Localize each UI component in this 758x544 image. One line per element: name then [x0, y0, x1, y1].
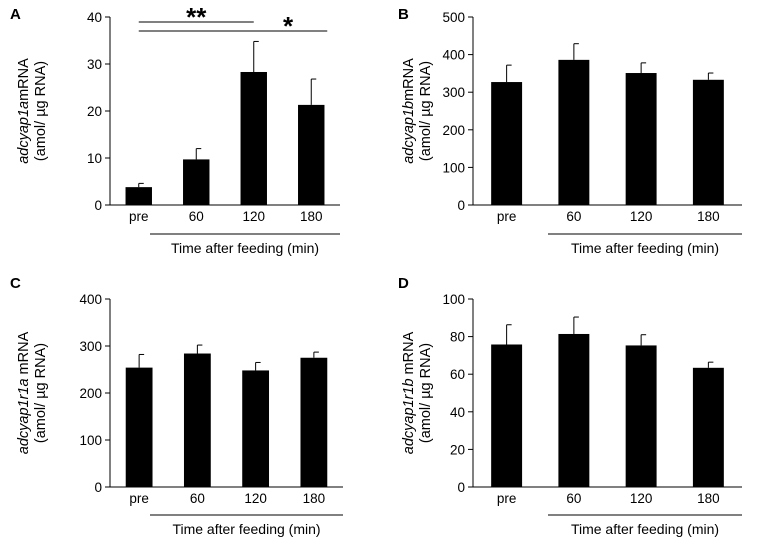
y-axis-units: (amol/ µg RNA) [33, 343, 49, 443]
y-tick-label: 20 [87, 104, 102, 119]
y-axis-suffix: mRNA [401, 58, 417, 101]
y-tick-label: 400 [442, 48, 465, 63]
y-tick-label: 400 [79, 292, 102, 307]
y-tick-label: 0 [94, 198, 102, 213]
bar [300, 357, 328, 487]
y-axis-suffix: mRNA [401, 331, 417, 378]
y-tick-label: 300 [442, 85, 465, 100]
x-tick-label: pre [497, 491, 517, 506]
y-axis-suffix: mRNA [16, 331, 32, 378]
bar [491, 344, 523, 487]
y-axis-title: adcyap1r1a mRNA(amol/ µg RNA) [16, 331, 49, 454]
x-tick-label: 180 [303, 491, 326, 506]
bar [558, 333, 590, 487]
x-tick-label: 120 [244, 491, 267, 506]
y-tick-label: 80 [450, 330, 465, 345]
panel-letter: D [398, 275, 409, 292]
bar [240, 71, 267, 206]
bar [692, 79, 724, 205]
x-tick-label: 180 [697, 209, 720, 224]
significance-label: ** [186, 2, 207, 32]
y-tick-label: 500 [442, 10, 465, 25]
y-tick-label: 60 [450, 367, 465, 382]
bar [242, 370, 270, 487]
x-axis-title: Time after feeding (min) [571, 521, 719, 537]
panel-letter: A [10, 6, 21, 23]
x-tick-label: 60 [190, 491, 205, 506]
panel-letter: C [10, 275, 21, 292]
y-axis-title: adcyap1r1b mRNA(amol/ µg RNA) [401, 331, 434, 454]
y-tick-label: 0 [457, 480, 465, 495]
y-tick-label: 40 [87, 10, 102, 25]
panel-c: C 0 100 200 300 400 pre 60 120 180 Time after feed… [10, 275, 343, 537]
x-tick-label: pre [129, 491, 149, 506]
y-tick-label: 10 [87, 151, 102, 166]
y-tick-label: 100 [442, 160, 465, 175]
y-axis-gene: adcyap1a [16, 101, 32, 164]
y-axis-gene: adcyap1b [401, 101, 417, 164]
y-tick-label: 100 [79, 433, 102, 448]
bar [625, 345, 657, 487]
panel-a: A 0 10 20 30 40 pre 60 120 180 Time after feeding … [10, 2, 340, 256]
y-axis-units: (amol/ µg RNA) [418, 61, 434, 161]
panel-letter: B [398, 6, 409, 23]
y-tick-label: 0 [94, 480, 102, 495]
x-tick-label: 60 [566, 209, 581, 224]
x-tick-label: 60 [189, 209, 204, 224]
bar [125, 187, 152, 205]
bar [183, 353, 211, 487]
y-tick-label: 100 [442, 292, 465, 307]
bar [692, 367, 724, 487]
y-tick-label: 40 [450, 405, 465, 420]
x-axis-title: Time after feeding (min) [172, 521, 320, 537]
y-axis-suffix: mRNA [16, 58, 32, 101]
bar [298, 104, 325, 205]
y-axis-gene: adcyap1r1a [16, 378, 32, 454]
bar [558, 59, 590, 205]
x-axis-title: Time after feeding (min) [171, 240, 319, 256]
significance-label: * [283, 11, 294, 41]
y-tick-label: 300 [79, 339, 102, 354]
panel-b: B 0 100 200 300 400 500 pre 60 120 180 Time after f… [398, 6, 742, 256]
x-tick-label: pre [129, 209, 149, 224]
y-axis-title: adcyap1amRNA(amol/ µg RNA) [16, 58, 49, 164]
y-tick-label: 200 [442, 123, 465, 138]
x-tick-label: 120 [630, 491, 653, 506]
bar [125, 367, 153, 487]
x-tick-label: 180 [697, 491, 720, 506]
x-axis-title: Time after feeding (min) [571, 240, 719, 256]
y-axis-title: adcyap1bmRNA(amol/ µg RNA) [401, 58, 434, 164]
bar [491, 82, 523, 205]
y-tick-label: 30 [87, 57, 102, 72]
bar [183, 159, 210, 205]
y-tick-label: 20 [450, 442, 465, 457]
panel-d: D 0 20 40 60 80 100 pre 60 120 180 Time after feedi… [398, 275, 742, 537]
x-tick-label: pre [497, 209, 517, 224]
y-axis-units: (amol/ µg RNA) [418, 343, 434, 443]
y-axis-units: (amol/ µg RNA) [33, 61, 49, 161]
bar [625, 73, 657, 205]
y-axis-gene: adcyap1r1b [401, 378, 417, 454]
x-tick-label: 120 [242, 209, 265, 224]
x-tick-label: 60 [566, 491, 581, 506]
y-tick-label: 200 [79, 386, 102, 401]
y-tick-label: 0 [457, 198, 465, 213]
x-tick-label: 120 [630, 209, 653, 224]
x-tick-label: 180 [300, 209, 323, 224]
